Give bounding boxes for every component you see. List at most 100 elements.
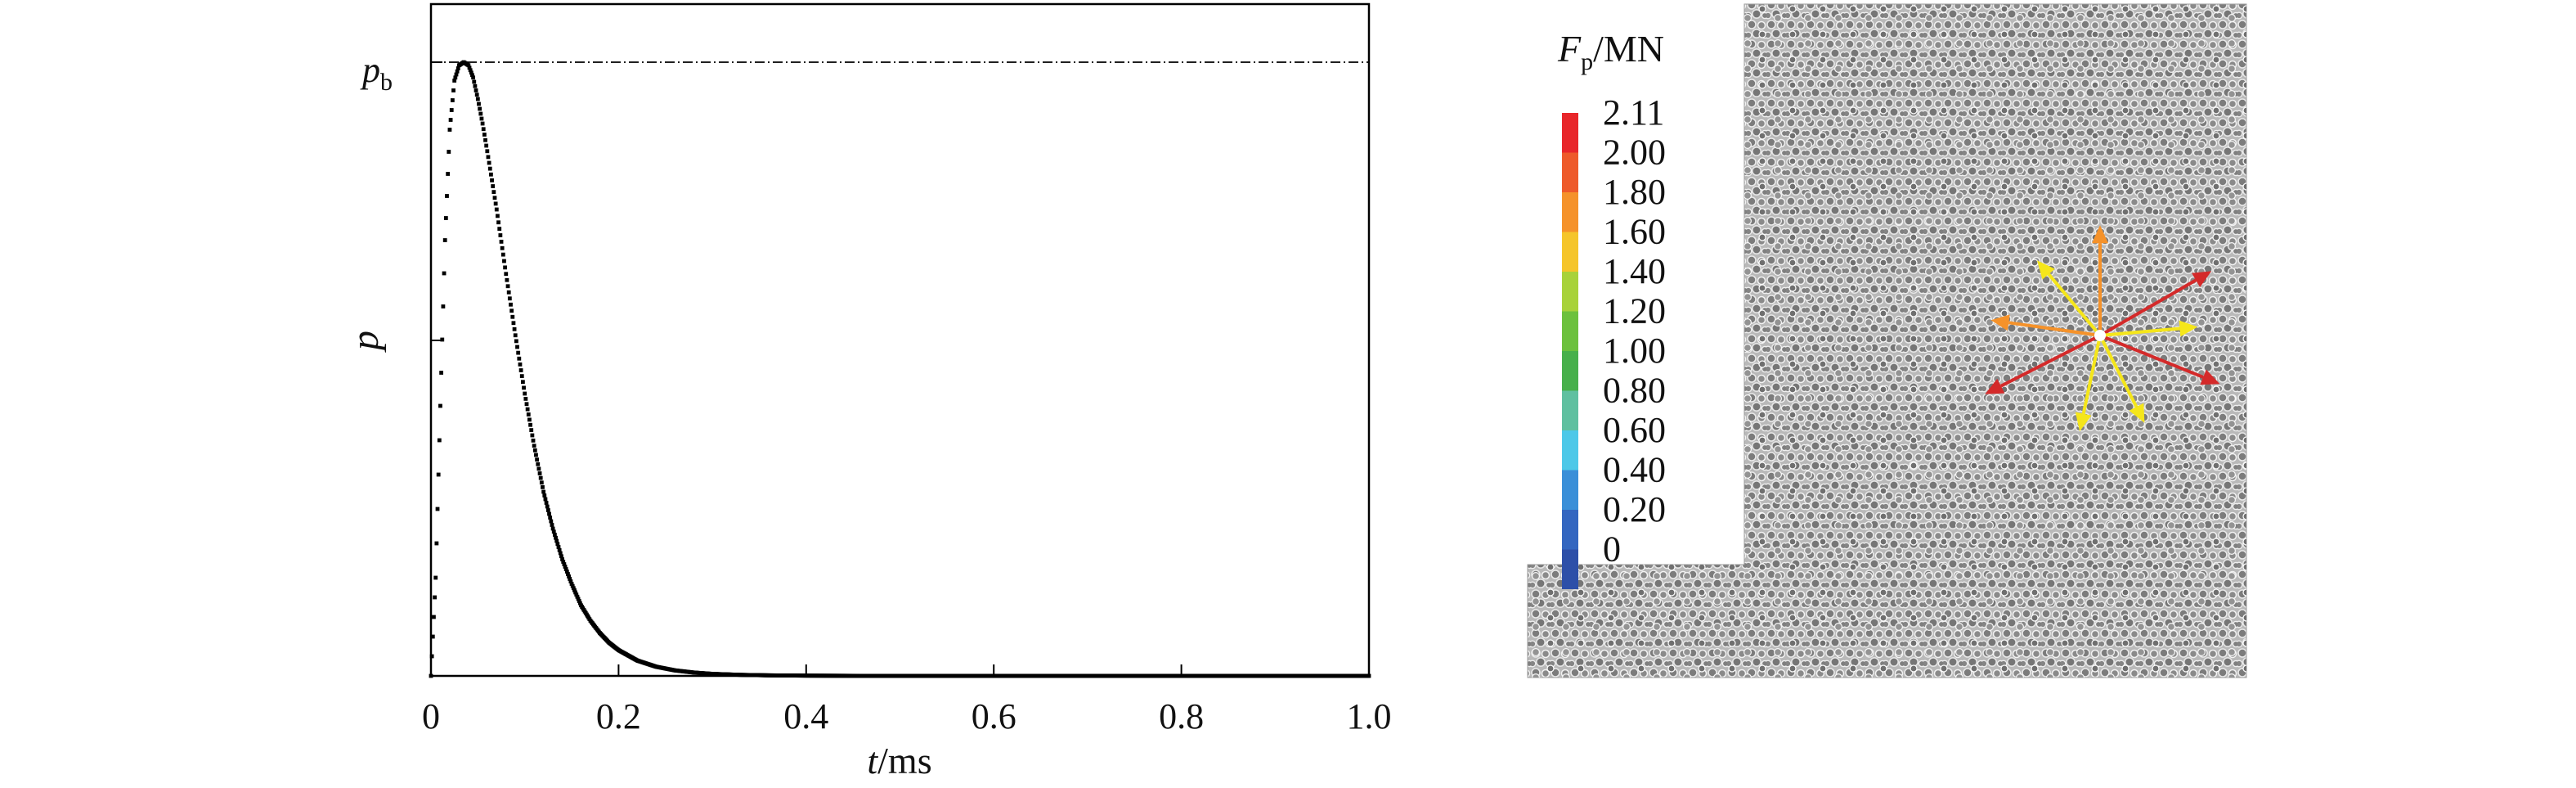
pressure-curve (429, 60, 1371, 678)
curve-point (560, 557, 564, 561)
curve-point (1367, 673, 1371, 678)
force-vector (2099, 334, 2220, 385)
curve-point (477, 101, 481, 106)
curve-point (534, 453, 538, 457)
curve-point (502, 259, 506, 263)
force-vector (2075, 335, 2102, 432)
curve-point (524, 402, 529, 407)
curve-point (528, 422, 532, 427)
curve-point (513, 333, 518, 338)
curve-point (509, 308, 514, 313)
curve-point (537, 471, 542, 475)
curve-point (549, 519, 554, 524)
curve-point (514, 339, 518, 344)
colorbar-segment (1562, 272, 1578, 312)
curve-point (516, 350, 521, 355)
curve-point (577, 601, 582, 606)
x-tick-label: 0 (422, 696, 440, 736)
colorbar-label: 1.60 (1603, 212, 1666, 252)
colorbar-segment (1562, 311, 1578, 351)
curve-point (467, 65, 472, 70)
colorbar-label: 0.60 (1603, 410, 1666, 450)
curve-point (556, 545, 561, 549)
curve-point (451, 88, 456, 92)
curve-point (442, 238, 447, 242)
colorbar-segment (1562, 470, 1578, 510)
curve-point (443, 216, 448, 220)
curve-point (530, 433, 535, 438)
curve-point (505, 277, 509, 282)
curve-point (541, 489, 546, 494)
curve-point (559, 554, 563, 559)
colorbar-segment (1562, 192, 1578, 232)
curve-point (542, 493, 547, 498)
curve-point (439, 371, 444, 375)
curve-point (446, 172, 451, 176)
curve-point (574, 592, 579, 597)
curve-point (468, 68, 473, 73)
colorbar-label: 1.20 (1603, 291, 1666, 331)
colorbar-label: 0.20 (1603, 489, 1666, 529)
curve-point (564, 570, 569, 574)
colorbar-segment (1562, 430, 1578, 471)
curve-point (518, 362, 523, 367)
curve-point (575, 594, 580, 599)
curve-point (485, 149, 490, 154)
curve-point (441, 304, 446, 308)
force-vector (1990, 314, 2101, 337)
curve-point (482, 133, 487, 137)
curve-point (548, 516, 553, 520)
x-tick-label: 0.6 (972, 696, 1016, 736)
curve-point (517, 356, 522, 361)
particle-assembly-noise (1528, 4, 2246, 678)
curve-point (435, 507, 440, 511)
curve-point (436, 472, 441, 477)
curve-point (536, 466, 541, 471)
curve-point (478, 106, 482, 111)
curve-point (558, 551, 563, 556)
peak-pressure-label: pb (360, 50, 393, 96)
colorbar-label: 0.80 (1603, 371, 1666, 411)
curve-point (522, 385, 526, 390)
force-vector (2036, 260, 2102, 337)
curve-point (454, 72, 459, 77)
colorbar-segment (1562, 390, 1578, 430)
curve-point (481, 127, 486, 132)
curve-point (473, 83, 478, 88)
curve-point (532, 448, 537, 453)
curve-point (515, 344, 519, 349)
curve-point (442, 271, 447, 276)
curve-point (554, 538, 559, 543)
curve-point (504, 272, 509, 277)
curve-point (447, 128, 452, 132)
curve-point (512, 326, 517, 331)
curve-point (535, 457, 540, 462)
curve-point (429, 673, 433, 678)
colorbar-segment (1562, 152, 1578, 192)
colorbar-segment (1562, 232, 1578, 272)
curve-point (561, 560, 566, 564)
x-axis-tick-labels: 0 0.2 0.4 0.6 0.8 1.0 (422, 696, 1392, 736)
curve-point (489, 172, 493, 177)
curve-point (568, 579, 573, 583)
curve-point (484, 143, 489, 148)
curve-point (449, 108, 454, 112)
curve-point (491, 184, 496, 188)
curve-point (531, 438, 536, 443)
curve-point (527, 417, 532, 422)
load-point (2094, 330, 2106, 341)
curve-point (541, 484, 545, 489)
colorbar-segment (1562, 510, 1578, 550)
x-tick-label: 0.2 (596, 696, 641, 736)
curve-point (544, 501, 549, 505)
curve-point (536, 462, 541, 466)
curve-point (532, 444, 536, 448)
x-axis-label: t/ms (867, 740, 931, 781)
curve-point (523, 391, 527, 396)
curve-point (570, 583, 575, 588)
curve-point (433, 595, 437, 600)
colorbar-segment (1562, 113, 1578, 153)
curve-point (523, 396, 528, 401)
curve-point (448, 118, 453, 122)
colorbar-labels: 2.112.001.801.601.401.201.000.800.600.40… (1603, 92, 1666, 570)
